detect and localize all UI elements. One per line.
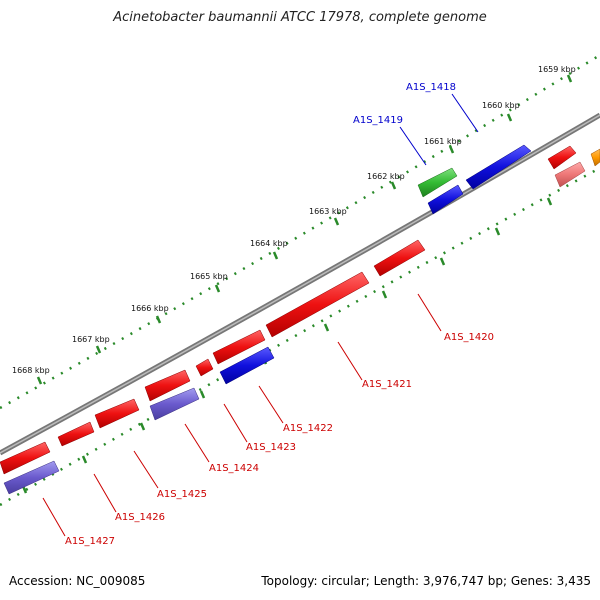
gene-label[interactable]: A1S_1419	[353, 115, 403, 126]
gene-a1s-1421[interactable]	[265, 271, 370, 338]
kbp-label: 1663 kbp	[309, 207, 347, 216]
gene-leaders	[42, 93, 479, 537]
kbp-label: 1662 kbp	[367, 172, 405, 181]
kbp-label: 1665 kbp	[190, 272, 228, 281]
gene-purple-left[interactable]	[3, 460, 60, 495]
genome-backbone	[0, 112, 600, 456]
genome-summary-text: Topology: circular; Length: 3,976,747 bp…	[261, 574, 591, 588]
gene-orange-edge[interactable]	[590, 148, 600, 167]
kbp-label: 1668 kbp	[12, 366, 50, 375]
gene-a1s-1425[interactable]	[149, 387, 200, 421]
gene-red-right[interactable]	[547, 145, 577, 170]
gene-label[interactable]: A1S_1418	[406, 82, 456, 93]
gene-label[interactable]: A1S_1425	[157, 489, 207, 500]
inner-tick-ring	[0, 166, 600, 507]
kbp-label: 1661 kbp	[424, 137, 462, 146]
gene-label[interactable]: A1S_1422	[283, 423, 333, 434]
gene-label[interactable]: A1S_1424	[209, 463, 259, 474]
gene-blue-inner[interactable]	[427, 184, 464, 215]
kbp-label: 1664 kbp	[250, 239, 288, 248]
gene-red-mid[interactable]	[212, 329, 266, 365]
kbp-label: 1667 kbp	[72, 335, 110, 344]
gene-a1s-1422[interactable]	[219, 346, 275, 385]
map-title: Acinetobacter baumannii ATCC 17978, comp…	[113, 10, 487, 25]
gene-label[interactable]: A1S_1427	[65, 536, 115, 547]
gene-label[interactable]: A1S_1423	[246, 442, 296, 453]
gene-red-left2[interactable]	[57, 421, 95, 447]
kbp-label: 1666 kbp	[131, 304, 169, 313]
gene-label[interactable]: A1S_1421	[362, 379, 412, 390]
gene-a1s-1426[interactable]	[94, 398, 140, 429]
gene-a1s-1419[interactable]	[417, 167, 458, 198]
gene-label[interactable]: A1S_1426	[115, 512, 165, 523]
gene-red-small[interactable]	[195, 358, 214, 377]
gene-a1s-1418[interactable]	[465, 144, 532, 190]
accession-text: Accession: NC_009085	[9, 574, 146, 588]
gene-a1s-1420[interactable]	[373, 239, 426, 277]
kbp-label: 1659 kbp	[538, 65, 576, 74]
gene-pink[interactable]	[554, 161, 586, 188]
gene-label[interactable]: A1S_1420	[444, 332, 494, 343]
gene-a1s-1427[interactable]	[0, 441, 51, 475]
kbp-label: 1660 kbp	[482, 101, 520, 110]
outer-major-ticks	[36, 74, 573, 385]
gene-a1s-1424[interactable]	[144, 369, 191, 402]
